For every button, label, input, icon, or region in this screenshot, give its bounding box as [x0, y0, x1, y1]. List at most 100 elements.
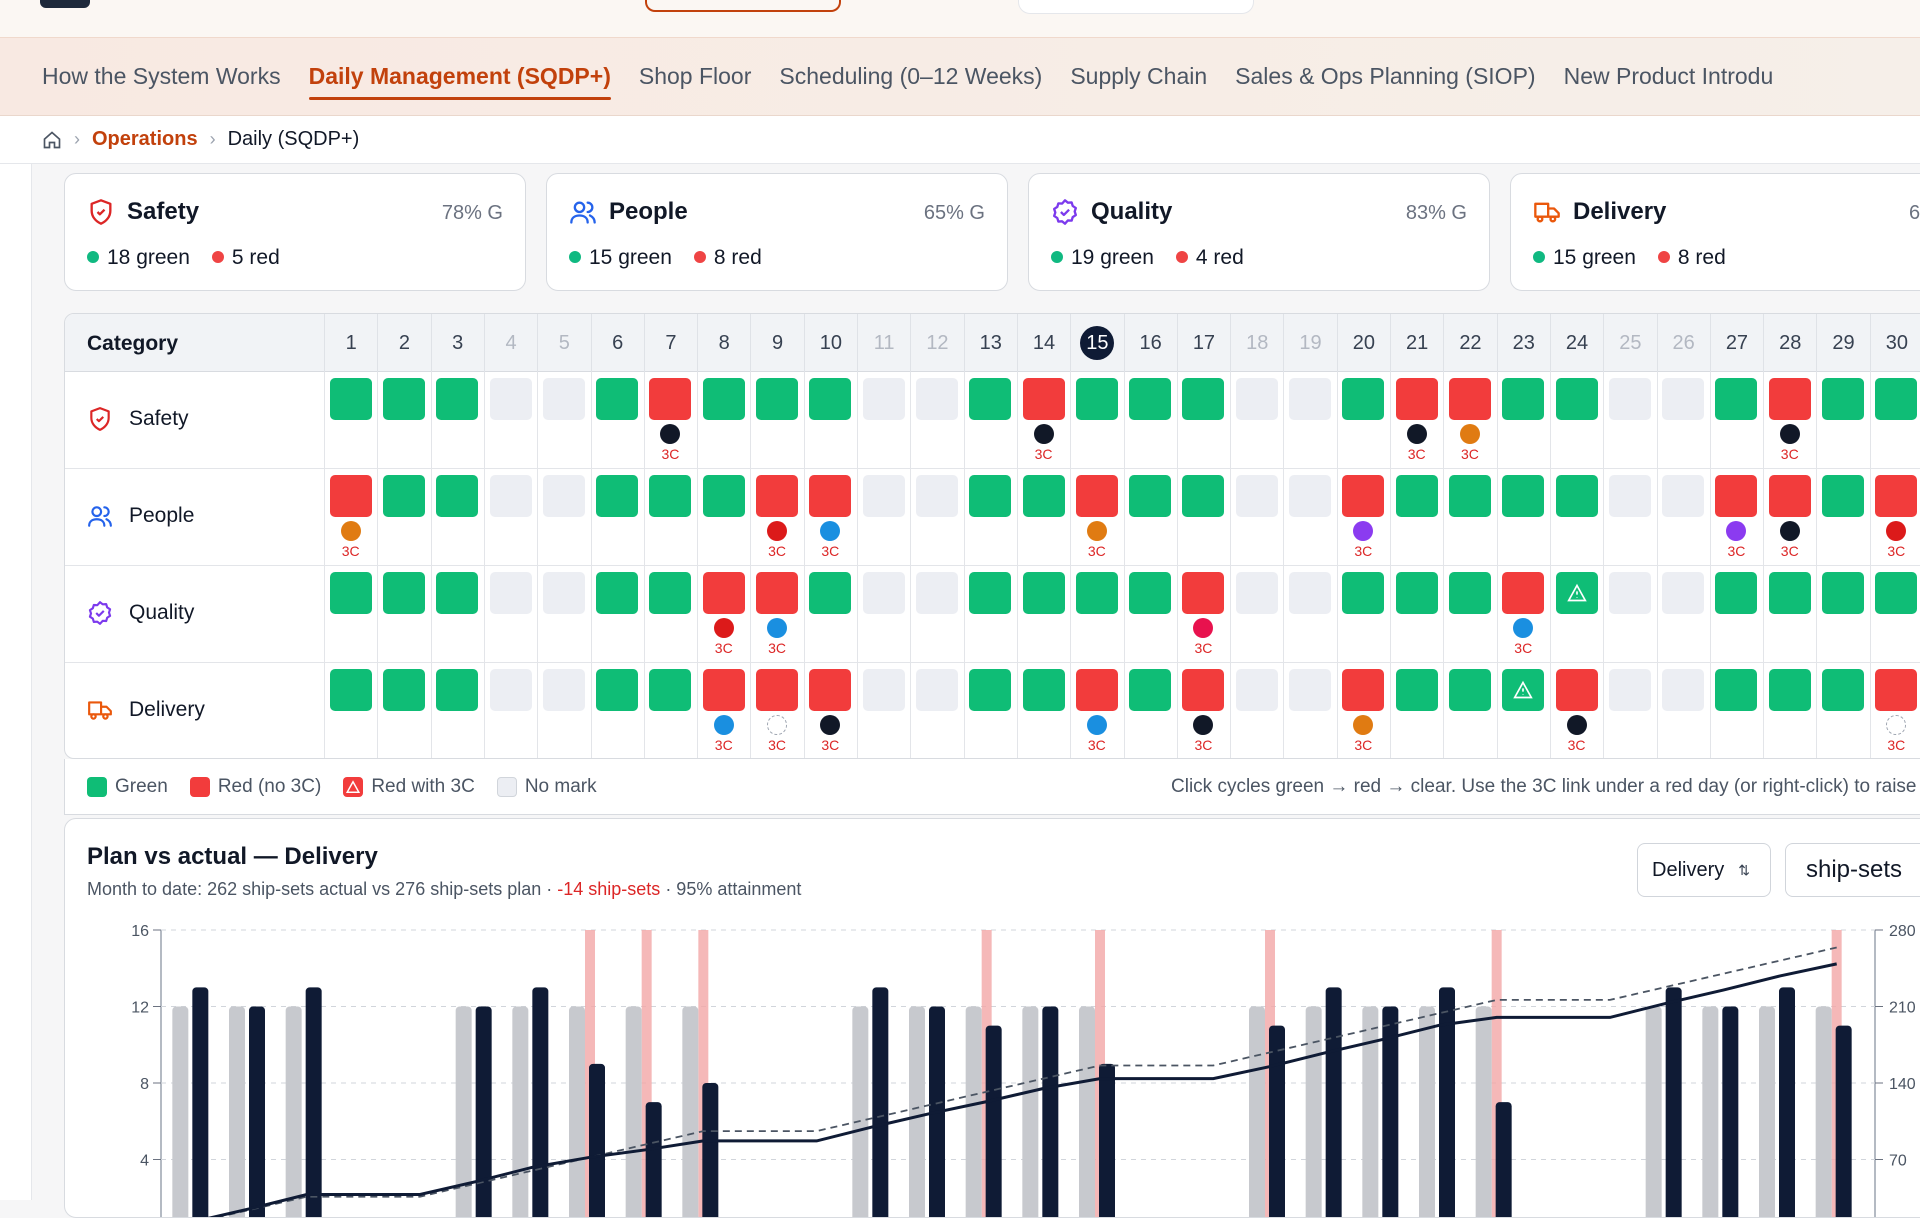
day-cell-safety-1[interactable]: [330, 378, 372, 420]
day-cell-people-6[interactable]: [596, 475, 638, 517]
day-cell-quality-23[interactable]: [1502, 572, 1544, 614]
three-c-link[interactable]: 3C: [1876, 737, 1916, 753]
day-cell-delivery-27[interactable]: [1715, 669, 1757, 711]
search-input[interactable]: [1018, 0, 1254, 14]
day-cell-people-21[interactable]: [1396, 475, 1438, 517]
day-cell-people-23[interactable]: [1502, 475, 1544, 517]
day-cell-delivery-10[interactable]: [809, 669, 851, 711]
day-cell-quality-4[interactable]: [490, 572, 532, 614]
day-cell-people-11[interactable]: [863, 475, 905, 517]
day-cell-safety-6[interactable]: [596, 378, 638, 420]
day-cell-quality-20[interactable]: [1342, 572, 1384, 614]
day-cell-safety-19[interactable]: [1289, 378, 1331, 420]
top-tab-pill[interactable]: [645, 0, 841, 12]
three-c-link[interactable]: 3C: [1557, 737, 1597, 753]
tab-sales-ops-planning-siop[interactable]: Sales & Ops Planning (SIOP): [1235, 38, 1535, 116]
summary-card-quality[interactable]: Quality 83% G 19 green 4 red: [1028, 173, 1490, 291]
three-c-link[interactable]: 3C: [810, 737, 850, 753]
day-cell-safety-17[interactable]: [1182, 378, 1224, 420]
three-c-link[interactable]: 3C: [1343, 543, 1383, 559]
owner-avatar-dot[interactable]: [714, 618, 734, 638]
tab-supply-chain[interactable]: Supply Chain: [1070, 38, 1207, 116]
day-cell-delivery-25[interactable]: [1609, 669, 1651, 711]
day-cell-delivery-5[interactable]: [543, 669, 585, 711]
day-cell-people-1[interactable]: [330, 475, 372, 517]
day-cell-delivery-18[interactable]: [1236, 669, 1278, 711]
day-cell-safety-11[interactable]: [863, 378, 905, 420]
day-cell-safety-25[interactable]: [1609, 378, 1651, 420]
owner-avatar-dot[interactable]: [1886, 715, 1906, 735]
day-cell-quality-27[interactable]: [1715, 572, 1757, 614]
day-cell-delivery-6[interactable]: [596, 669, 638, 711]
day-cell-delivery-2[interactable]: [383, 669, 425, 711]
day-cell-people-13[interactable]: [969, 475, 1011, 517]
day-cell-safety-28[interactable]: [1769, 378, 1811, 420]
day-cell-people-8[interactable]: [703, 475, 745, 517]
day-cell-delivery-22[interactable]: [1449, 669, 1491, 711]
summary-card-safety[interactable]: Safety 78% G 18 green 5 red: [64, 173, 526, 291]
day-cell-people-10[interactable]: [809, 475, 851, 517]
owner-avatar-dot[interactable]: [1193, 618, 1213, 638]
three-c-link[interactable]: 3C: [704, 737, 744, 753]
owner-avatar-dot[interactable]: [820, 521, 840, 541]
day-cell-delivery-1[interactable]: [330, 669, 372, 711]
day-cell-people-16[interactable]: [1129, 475, 1171, 517]
three-c-link[interactable]: 3C: [1343, 737, 1383, 753]
three-c-link[interactable]: 3C: [1716, 543, 1756, 559]
day-cell-people-20[interactable]: [1342, 475, 1384, 517]
day-cell-quality-5[interactable]: [543, 572, 585, 614]
day-cell-quality-15[interactable]: [1076, 572, 1118, 614]
three-c-link[interactable]: 3C: [1876, 543, 1916, 559]
three-c-link[interactable]: 3C: [1077, 737, 1117, 753]
day-cell-quality-28[interactable]: [1769, 572, 1811, 614]
three-c-link[interactable]: 3C: [757, 737, 797, 753]
day-cell-safety-21[interactable]: [1396, 378, 1438, 420]
owner-avatar-dot[interactable]: [1780, 424, 1800, 444]
day-cell-safety-30[interactable]: [1875, 378, 1917, 420]
three-c-link[interactable]: 3C: [1183, 640, 1223, 656]
day-cell-people-9[interactable]: [756, 475, 798, 517]
day-cell-quality-13[interactable]: [969, 572, 1011, 614]
day-cell-quality-3[interactable]: [436, 572, 478, 614]
summary-card-delivery[interactable]: Delivery 65% 15 green 8 red: [1510, 173, 1920, 291]
owner-avatar-dot[interactable]: [1034, 424, 1054, 444]
breadcrumb-operations[interactable]: Operations: [92, 128, 198, 151]
owner-avatar-dot[interactable]: [1567, 715, 1587, 735]
day-cell-quality-25[interactable]: [1609, 572, 1651, 614]
day-cell-delivery-7[interactable]: [649, 669, 691, 711]
day-cell-safety-16[interactable]: [1129, 378, 1171, 420]
day-cell-delivery-15[interactable]: [1076, 669, 1118, 711]
day-cell-safety-8[interactable]: [703, 378, 745, 420]
day-cell-people-22[interactable]: [1449, 475, 1491, 517]
owner-avatar-dot[interactable]: [1513, 618, 1533, 638]
day-cell-people-28[interactable]: [1769, 475, 1811, 517]
day-cell-delivery-16[interactable]: [1129, 669, 1171, 711]
day-cell-delivery-21[interactable]: [1396, 669, 1438, 711]
three-c-link[interactable]: 3C: [757, 640, 797, 656]
day-cell-delivery-29[interactable]: [1822, 669, 1864, 711]
day-cell-delivery-24[interactable]: [1556, 669, 1598, 711]
day-cell-delivery-12[interactable]: [916, 669, 958, 711]
day-cell-people-25[interactable]: [1609, 475, 1651, 517]
day-cell-people-2[interactable]: [383, 475, 425, 517]
day-cell-quality-19[interactable]: [1289, 572, 1331, 614]
day-cell-quality-11[interactable]: [863, 572, 905, 614]
owner-avatar-dot[interactable]: [1353, 521, 1373, 541]
day-cell-people-12[interactable]: [916, 475, 958, 517]
unit-select[interactable]: ship-sets: [1785, 843, 1920, 897]
owner-avatar-dot[interactable]: [1193, 715, 1213, 735]
day-cell-safety-27[interactable]: [1715, 378, 1757, 420]
day-cell-quality-6[interactable]: [596, 572, 638, 614]
owner-avatar-dot[interactable]: [1087, 521, 1107, 541]
day-cell-quality-22[interactable]: [1449, 572, 1491, 614]
owner-avatar-dot[interactable]: [1353, 715, 1373, 735]
three-c-link[interactable]: 3C: [331, 543, 371, 559]
day-cell-delivery-20[interactable]: [1342, 669, 1384, 711]
day-cell-people-4[interactable]: [490, 475, 532, 517]
day-cell-people-24[interactable]: [1556, 475, 1598, 517]
day-cell-people-14[interactable]: [1023, 475, 1065, 517]
day-cell-delivery-8[interactable]: [703, 669, 745, 711]
day-cell-safety-12[interactable]: [916, 378, 958, 420]
day-cell-people-15[interactable]: [1076, 475, 1118, 517]
owner-avatar-dot[interactable]: [767, 618, 787, 638]
